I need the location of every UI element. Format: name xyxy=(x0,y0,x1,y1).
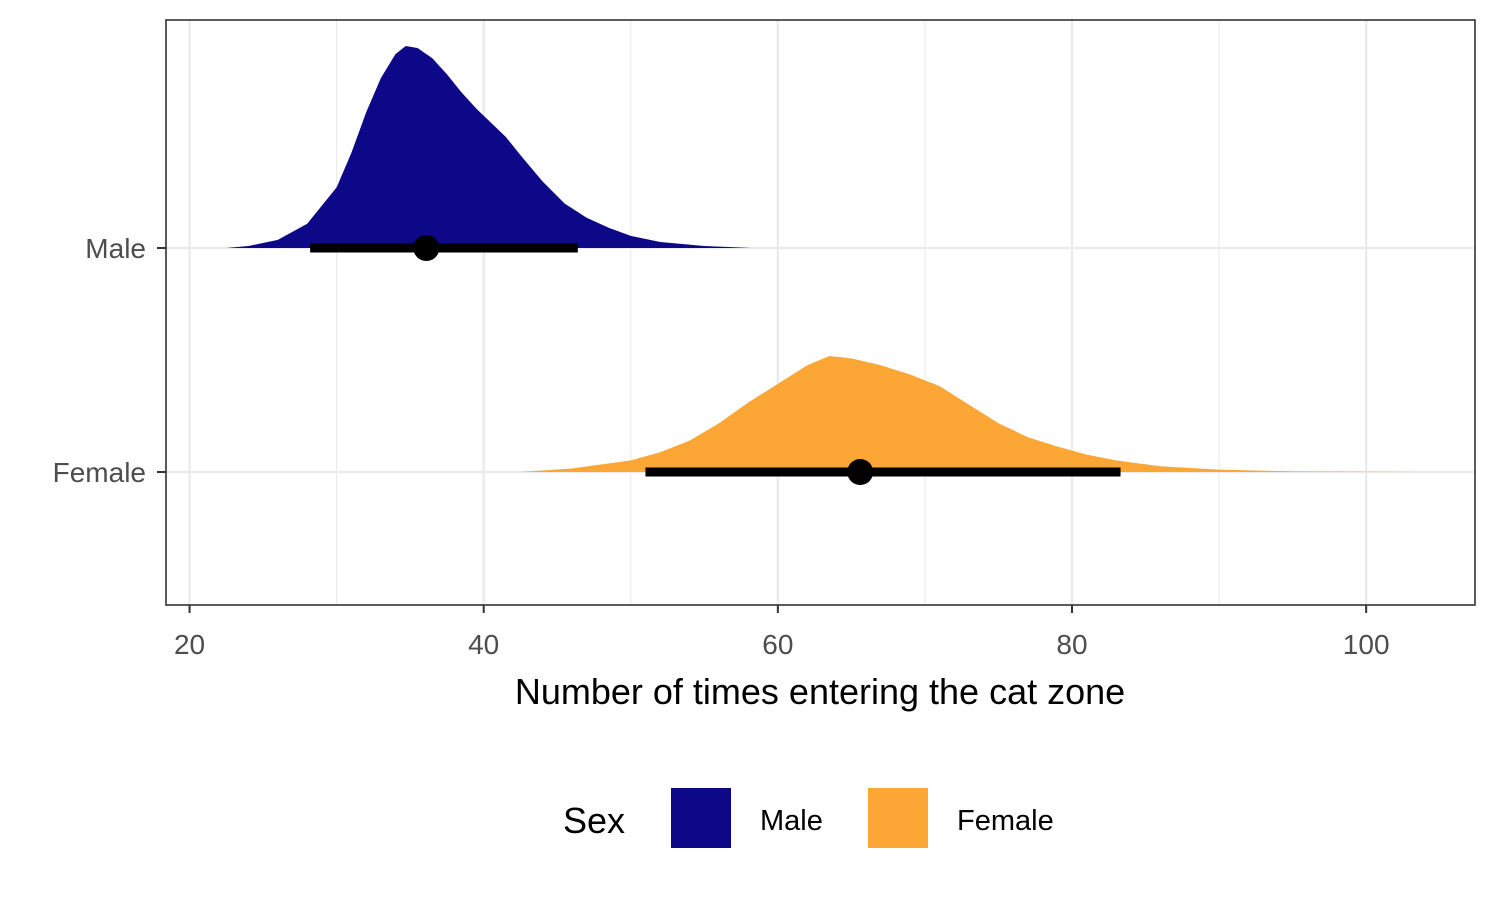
legend-label-female: Female xyxy=(957,805,1054,837)
x-axis: 20 40 60 80 100 xyxy=(174,605,1390,660)
density-layer xyxy=(226,46,1418,472)
x-tick-label: 60 xyxy=(762,629,793,660)
legend-key-female xyxy=(868,788,928,848)
legend-key-male xyxy=(671,788,731,848)
x-tick-label: 80 xyxy=(1056,629,1087,660)
x-tick-label: 40 xyxy=(468,629,499,660)
y-tick-label-male: Male xyxy=(85,233,146,264)
y-tick-label-female: Female xyxy=(53,457,146,488)
legend: Sex Male Female xyxy=(563,788,1054,848)
legend-label-male: Male xyxy=(760,805,823,837)
density-male xyxy=(226,46,752,248)
point-female xyxy=(847,459,874,485)
legend-title: Sex xyxy=(563,800,625,841)
x-tick-label: 20 xyxy=(174,629,205,660)
interval-layer xyxy=(310,235,1121,485)
plot-panel xyxy=(166,20,1475,605)
density-female xyxy=(520,356,1418,472)
plot-border xyxy=(165,19,1476,606)
x-axis-title: Number of times entering the cat zone xyxy=(515,671,1125,712)
point-male xyxy=(413,235,440,261)
x-tick-label: 100 xyxy=(1343,629,1390,660)
y-axis: Male Female xyxy=(53,233,166,488)
